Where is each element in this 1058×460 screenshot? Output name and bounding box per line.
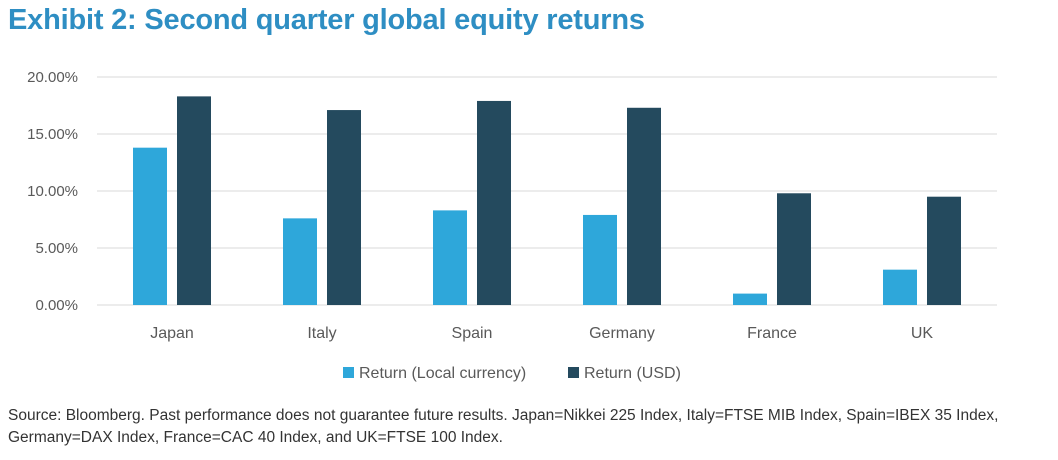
legend-label-usd: Return (USD) [584, 365, 681, 382]
legend-swatch-local [343, 367, 354, 378]
y-tick-label: 15.00% [27, 126, 78, 143]
bars [133, 96, 961, 305]
bar-usd-italy [327, 110, 361, 305]
bar-local-germany [583, 214, 617, 305]
y-tick-label: 20.00% [27, 69, 78, 86]
bar-usd-spain [477, 100, 511, 305]
bar-chart: 0.00% 5.00% 10.00% 15.00% 20.00% Japan Italy S… [27, 69, 997, 382]
y-axis-ticks: 0.00% 5.00% 10.00% 15.00% 20.00% [27, 69, 78, 314]
y-tick-label: 5.00% [35, 240, 78, 257]
legend: Return (Local currency) Return (USD) [343, 365, 681, 382]
y-tick-label: 0.00% [35, 297, 78, 314]
bar-local-uk [883, 269, 917, 305]
bar-local-spain [433, 210, 467, 305]
chart-title: Exhibit 2: Second quarter global equity … [8, 4, 645, 36]
gridlines [97, 76, 997, 306]
x-category-label: Japan [150, 325, 194, 342]
source-note: Source: Bloomberg. Past performance does… [8, 407, 999, 446]
bar-local-france [733, 293, 767, 305]
bar-usd-germany [627, 107, 661, 305]
legend-label-local: Return (Local currency) [359, 365, 526, 382]
y-tick-label: 10.00% [27, 183, 78, 200]
bar-usd-uk [927, 196, 961, 305]
x-category-label: France [747, 325, 797, 342]
bar-local-italy [283, 218, 317, 305]
x-category-label: Italy [307, 325, 336, 342]
bar-local-japan [133, 147, 167, 305]
bar-usd-france [777, 193, 811, 305]
legend-swatch-usd [568, 367, 579, 378]
bar-usd-japan [177, 96, 211, 305]
x-category-label: Spain [452, 325, 493, 342]
x-category-label: Germany [589, 325, 655, 342]
x-axis-categories: Japan Italy Spain Germany France UK [150, 325, 933, 342]
x-category-label: UK [911, 325, 934, 342]
